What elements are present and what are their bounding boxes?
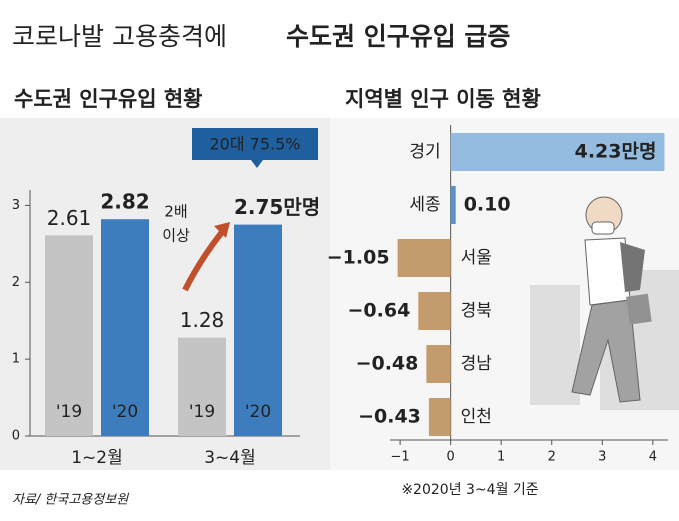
bar (178, 337, 226, 436)
bar-series-label: '19 (56, 402, 82, 422)
value-label: 1.28 (180, 308, 225, 332)
bar-series-label: '20 (245, 402, 271, 422)
x-tick-label: 1 (497, 450, 505, 465)
category-label: 경남 (461, 354, 493, 374)
y-tick-label: 3 (12, 198, 20, 213)
value-label: 2.61 (47, 206, 92, 230)
chart-title: 지역별 인구 이동 현황 (345, 87, 541, 111)
bar (428, 398, 451, 436)
title-light: 코로나발 고용충격에 (12, 22, 227, 51)
bar-series-label: '20 (112, 402, 138, 422)
x-tick-label: 3 (598, 450, 606, 465)
x-tick-label: −1 (391, 450, 410, 465)
bar (397, 239, 451, 277)
value-label: −0.48 (356, 353, 419, 375)
category-label: 경북 (461, 301, 492, 321)
x-tick-label: 0 (447, 450, 455, 465)
value-label: −0.43 (358, 406, 421, 428)
note: ※2020년 3~4월 기준 (401, 482, 538, 498)
value-label: −0.64 (347, 300, 410, 322)
arrow-head (214, 222, 230, 238)
category-label: 세종 (409, 195, 440, 215)
bar (450, 133, 665, 171)
x-tick-label: 3~4월 (204, 448, 256, 468)
category-label: 서울 (461, 248, 492, 268)
y-tick-label: 2 (12, 275, 20, 290)
value-label: 0.10 (464, 194, 511, 216)
value-label: 2.75만명 (234, 195, 320, 219)
chart-title: 수도권 인구유입 현황 (14, 87, 203, 111)
category-label: 인천 (461, 407, 492, 427)
x-tick-label: 2 (548, 450, 556, 465)
illustration (530, 196, 679, 410)
callout-box (192, 128, 318, 168)
value-label: 4.23만명 (575, 141, 657, 163)
title-bold: 수도권 인구유입 급증 (286, 22, 510, 51)
arrow (182, 230, 225, 292)
x-tick-label: 1~2월 (71, 448, 123, 468)
bar (426, 345, 451, 383)
bar (234, 224, 282, 436)
bar-series-label: '19 (189, 402, 215, 422)
category-label: 경기 (409, 142, 440, 162)
y-tick-label: 0 (12, 429, 20, 444)
arrow-note: 2배 (164, 203, 187, 221)
value-label: −1.05 (327, 247, 390, 269)
callout: 20대 75.5% (210, 135, 301, 154)
bar (450, 186, 456, 224)
value-label: 2.82 (100, 190, 149, 214)
bar (418, 292, 451, 330)
source: 자료/ 한국고용정보원 (12, 493, 129, 508)
arrow-note: 이상 (162, 227, 190, 245)
y-tick-label: 1 (12, 352, 20, 367)
bar (101, 219, 149, 436)
bar (45, 235, 93, 436)
x-tick-label: 4 (649, 450, 657, 465)
